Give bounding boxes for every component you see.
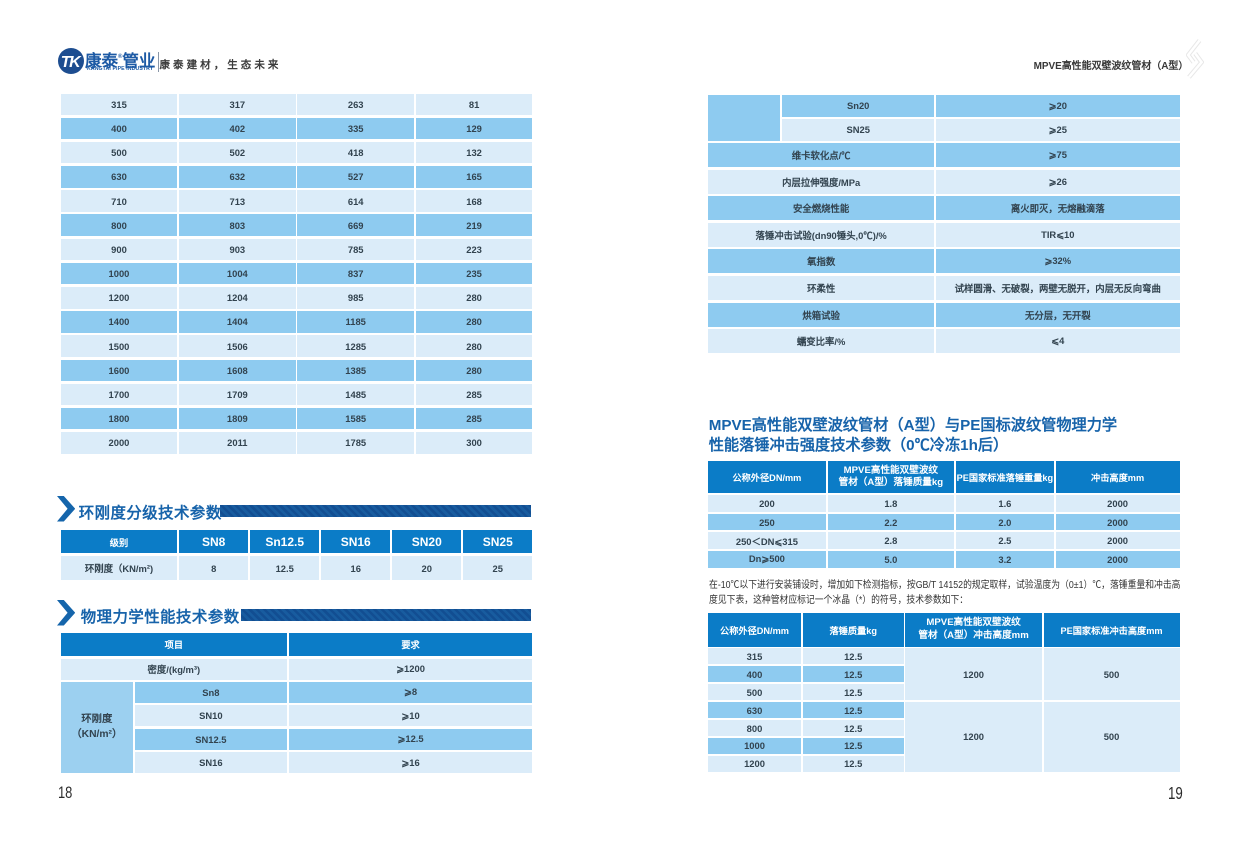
svg-text:TK: TK [61,54,82,71]
